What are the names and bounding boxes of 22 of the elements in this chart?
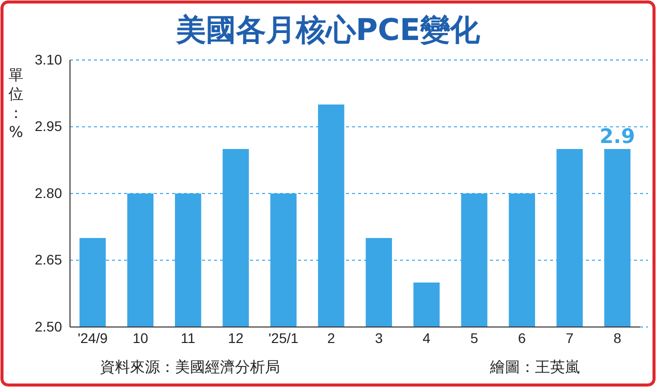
x-tick-label: 6 [518,330,526,346]
x-tick-label: 11 [180,330,196,346]
x-tick-label: '25/1 [268,330,299,346]
x-tick-label: 4 [422,330,431,346]
x-tick-label: 8 [613,330,622,346]
x-tick-label: '24/9 [78,330,108,346]
x-tick-label: 3 [374,330,383,346]
x-tick-label: 10 [132,330,148,346]
x-tick-label: 2 [327,330,336,346]
y-tick-label: 2.95 [34,118,62,134]
y-tick-label: 2.65 [34,252,62,268]
text: 繪圖：王英嵐 [489,358,580,376]
x-tick-label: 7 [566,330,574,346]
y-axis-title: 單位：% [8,66,24,141]
y-tick-label: 2.50 [34,318,62,334]
data-label: 2.9 [600,124,636,148]
y-tick-label: 2.80 [34,184,62,201]
y-tick-label: 3.10 [34,51,62,68]
chart-title: 美國各月核心PCE變化 [174,13,482,48]
source-note: 資料來源：美國經濟分析局 [100,358,280,376]
x-tick-label: 12 [228,330,244,346]
x-tick-label: 5 [470,330,478,346]
